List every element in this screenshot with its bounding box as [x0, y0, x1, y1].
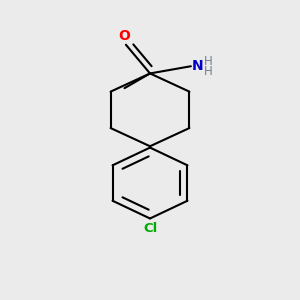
Text: H: H	[204, 64, 212, 78]
Text: N: N	[192, 59, 204, 73]
Text: H: H	[204, 55, 212, 68]
Text: O: O	[118, 28, 130, 43]
Text: Cl: Cl	[143, 222, 157, 235]
